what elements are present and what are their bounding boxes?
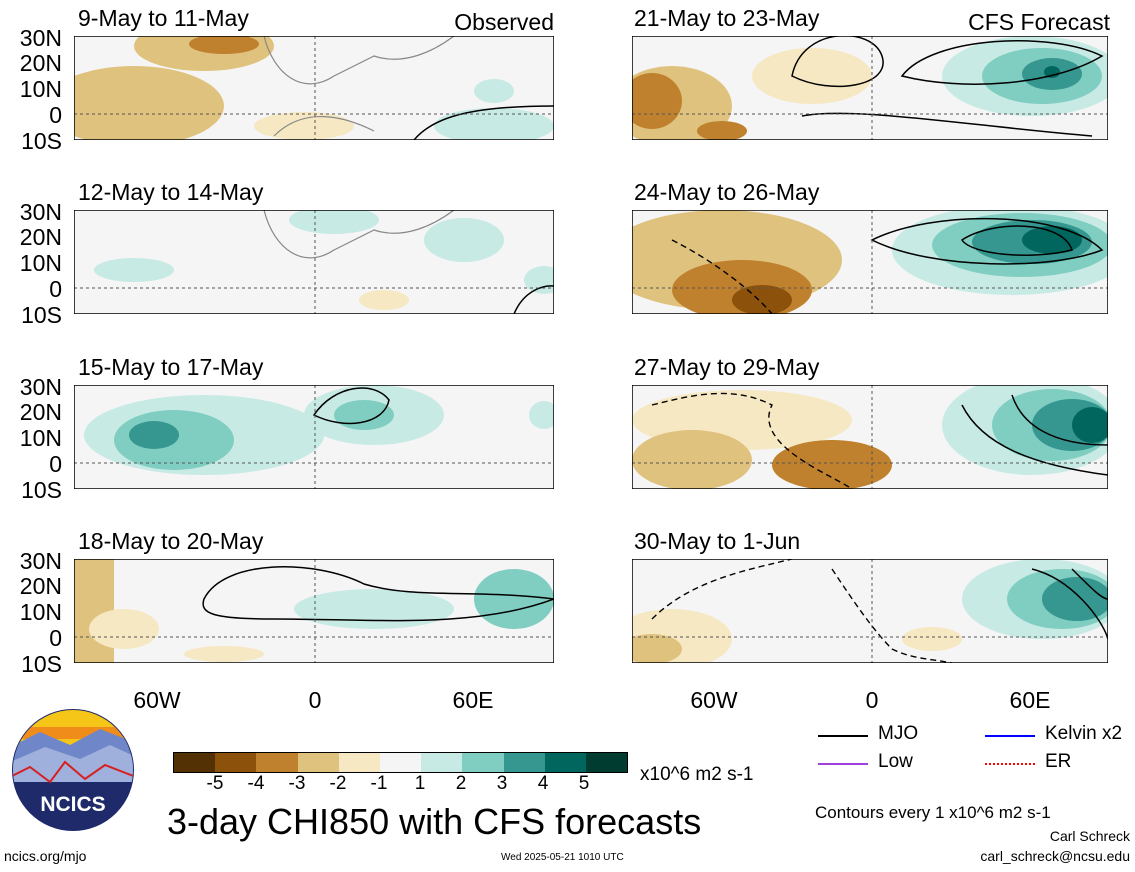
map-panel-2 [74,210,554,314]
legend-line-mjo [818,735,868,737]
panel-title: 9-May to 11-May [78,5,249,31]
lat-label: 0 [49,102,62,128]
map-panel-3 [74,385,554,489]
lat-label: 0 [49,625,62,651]
colorbar-swatch [297,753,339,772]
colorbar [173,752,628,773]
map-panel-5 [632,36,1108,140]
logo-text: NCICS [40,793,105,816]
forecast-tag: CFS Forecast [968,9,1110,35]
lat-label: 30N [19,25,62,51]
lat-label: 0 [49,276,62,302]
contour-note: Contours every 1 x10^6 m2 s-1 [815,803,1051,822]
legend-label-mjo: MJO [878,723,919,744]
colorbar-unit: x10^6 m2 s-1 [640,764,754,785]
panel-title: 27-May to 29-May [634,354,820,380]
panel-title: 18-May to 20-May [78,528,264,554]
panel-title: 15-May to 17-May [78,354,264,380]
lat-label: 10S [21,651,62,677]
lat-label: 20N [19,224,62,250]
lon-label: 60E [452,687,494,713]
lat-label: 10N [19,250,62,276]
colorbar-swatch [544,753,586,772]
colorbar-tick-label: 1 [414,773,426,794]
lon-label: 60W [690,687,738,713]
colorbar-tick-label: 2 [455,773,467,794]
legend-line-er [985,763,1035,765]
lat-label: 10S [21,302,62,328]
colorbar-swatch [585,753,628,772]
panel-title: 21-May to 23-May [634,5,820,31]
legend-line-low [818,763,868,765]
colorbar-swatch [503,753,545,772]
website-link[interactable]: ncics.org/mjo [4,848,87,864]
lat-label: 10N [19,76,62,102]
colorbar-swatch [174,753,216,772]
legend-line-kelvin [985,735,1035,737]
colorbar-swatch [379,753,422,772]
colorbar-tick-label: -3 [288,773,306,794]
timestamp: Wed 2025-05-21 1010 UTC [501,852,624,863]
colorbar-tick-label: -5 [206,773,224,794]
colorbar-swatch [256,753,298,772]
lat-label: 0 [49,451,62,477]
colorbar-swatch [462,753,504,772]
colorbar-swatch [421,753,463,772]
ncics-logo: NCICS [12,709,134,831]
lat-label: 20N [19,50,62,76]
colorbar-tick-label: 5 [578,773,590,794]
map-panel-6 [632,210,1108,314]
map-panel-7 [632,385,1108,489]
lat-label: 10N [19,425,62,451]
colorbar-tick-label: 4 [537,773,549,794]
map-panel-4 [74,559,554,663]
lon-label: 0 [865,687,879,713]
map-panel-8 [632,559,1108,663]
colorbar-tick-label: 3 [496,773,508,794]
lat-label: 10N [19,599,62,625]
colorbar-tick-label: -1 [370,773,388,794]
colorbar-swatch [215,753,257,772]
panel-title: 24-May to 26-May [634,179,820,205]
panel-title: 12-May to 14-May [78,179,264,205]
lat-label: 20N [19,399,62,425]
legend-label-er: ER [1045,751,1072,772]
observed-tag: Observed [454,9,554,35]
main-title: 3-day CHI850 with CFS forecasts [167,801,702,842]
colorbar-tick-label: -4 [247,773,265,794]
lon-label: 60W [133,687,181,713]
legend-label-low: Low [878,751,913,772]
author: Carl Schreck [1049,828,1130,844]
lon-label: 60E [1009,687,1051,713]
lat-label: 30N [19,548,62,574]
lat-label: 20N [19,573,62,599]
lon-label: 0 [308,687,322,713]
colorbar-tick-label: -2 [329,773,347,794]
lat-label: 10S [21,477,62,503]
author-email[interactable]: carl_schreck@ncsu.edu [980,848,1130,864]
colorbar-swatch [338,753,380,772]
lat-label: 10S [21,128,62,154]
lat-label: 30N [19,374,62,400]
panel-title: 30-May to 1-Jun [634,528,801,554]
map-panel-1 [74,36,554,140]
legend-label-kelvin: Kelvin x2 [1045,723,1123,744]
lat-label: 30N [19,199,62,225]
